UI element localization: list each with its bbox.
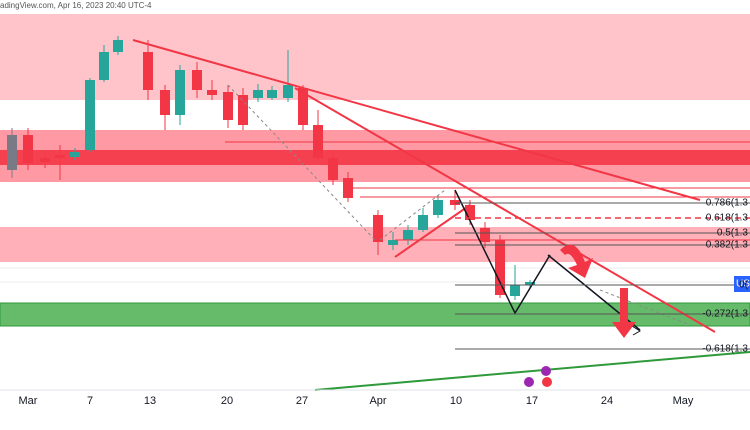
candle-body — [388, 240, 398, 245]
candle-body — [7, 135, 17, 170]
candle-body — [192, 70, 202, 90]
candle-body — [253, 90, 263, 98]
fib-label: 0.618(1.3 — [706, 213, 749, 224]
candle-body — [175, 70, 185, 115]
x-tick-label: 13 — [144, 395, 156, 407]
candle-body — [99, 52, 109, 80]
candle-body — [207, 90, 217, 95]
candle-body — [70, 152, 80, 157]
candle-body — [40, 158, 50, 162]
fib-label: 0.786(1.3 — [706, 198, 749, 209]
candle-body — [403, 230, 413, 240]
candle-body — [328, 158, 338, 180]
candle-body — [495, 240, 505, 295]
x-tick-label: Mar — [19, 395, 38, 407]
candle-body — [113, 40, 123, 52]
price-tag-bg — [734, 276, 750, 292]
x-tick-label: 20 — [221, 395, 233, 407]
candle-body — [223, 92, 233, 120]
candle-body — [238, 95, 248, 125]
candle-body — [298, 88, 308, 125]
drawings — [132, 39, 750, 391]
candle-body — [480, 228, 490, 242]
event-icons — [524, 366, 552, 387]
candle-body — [373, 215, 383, 242]
candle-body — [160, 90, 170, 115]
x-axis: Mar 7 13 20 27 Apr 10 17 24 May — [19, 395, 694, 407]
candle-body — [23, 135, 33, 163]
candle-body — [525, 282, 535, 285]
candle-body — [433, 200, 443, 215]
candle-body — [465, 205, 475, 220]
x-tick-label: 17 — [526, 395, 538, 407]
candle-body — [267, 90, 277, 98]
price-tag: US — [736, 279, 750, 290]
candle-body — [283, 85, 293, 98]
candle-body — [418, 215, 428, 230]
candle-body — [143, 52, 153, 90]
zones — [0, 14, 750, 327]
x-tick-label: 7 — [87, 395, 93, 407]
fib-label: 0.5(1.3 — [717, 228, 749, 239]
x-tick-label: May — [673, 395, 694, 407]
watermark: adingView.com, Apr 16, 2023 20:40 UTC-4 — [0, 1, 152, 10]
x-tick-label: Apr — [369, 395, 386, 407]
candle-body — [55, 155, 65, 158]
candle-body — [85, 80, 95, 150]
x-tick-label: 24 — [601, 395, 613, 407]
candle-body — [510, 285, 520, 296]
fib-label: 0.382(1.3 — [706, 240, 749, 251]
x-tick-label: 27 — [296, 395, 308, 407]
candle-body — [343, 178, 353, 198]
x-tick-label: 10 — [450, 395, 462, 407]
fib-label: 0( — [739, 280, 749, 291]
fib-label: -0.618(1.3 — [702, 344, 748, 355]
fib-label: -0.272(1.3 — [702, 309, 748, 320]
candles — [7, 36, 535, 300]
fib-labels: 0.786(1.3 0.618(1.3 0.5(1.30.382(1.3 0( -0.2… — [702, 198, 748, 355]
